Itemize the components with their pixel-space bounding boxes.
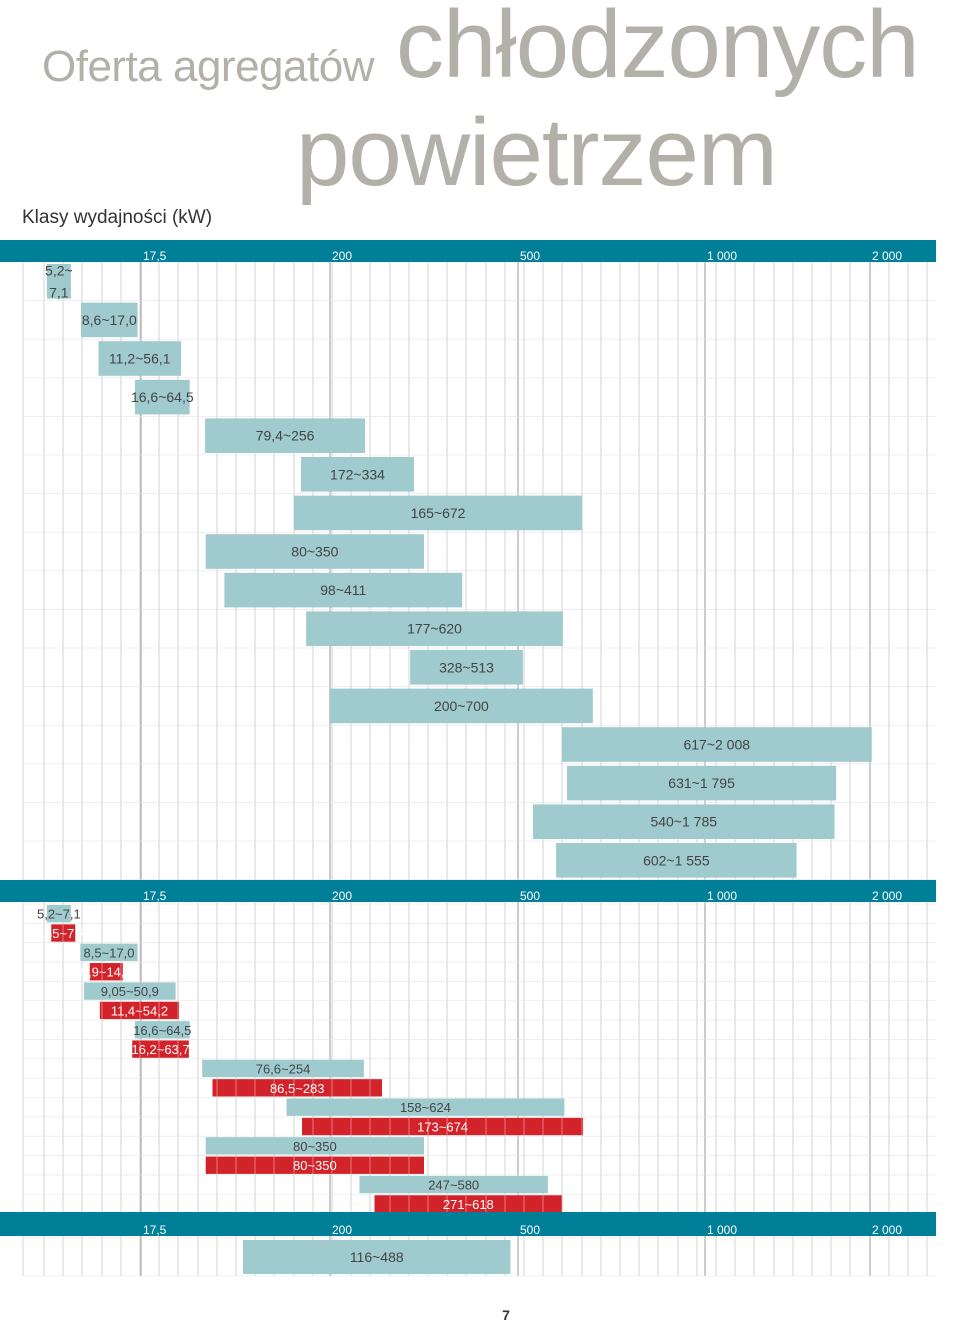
bar-label: 79,4~256 [256,428,315,444]
range-bar [561,727,872,762]
bar-label: 9,05~50,9 [101,984,159,999]
bar-label: 98~411 [320,582,366,598]
bar-label: 173~674 [417,1120,468,1135]
x-tick-label: 1 000 [707,249,737,263]
x-tick-label: 500 [520,889,540,903]
range-bar [566,765,837,801]
bar-label: 5,65~7,75 [34,926,92,941]
range-bar [359,1175,548,1194]
bar-label: 247~580 [428,1178,479,1193]
bar-label: 8,5~17,0 [83,945,134,960]
bar-label: 172~334 [330,466,385,482]
bar-label: 11,2~56,1 [109,351,171,367]
bar-label: 11,4~54,2 [111,1003,168,1018]
page-title-part-3: powietrzem [296,99,778,206]
bar-label: 116~488 [350,1249,404,1265]
range-bar [80,302,138,338]
page-title-part-2: chłodzonych [396,0,920,98]
range-bar [84,982,176,1000]
bar-label: 80~350 [293,1139,337,1154]
range-bar [286,1098,565,1116]
bar-label: 9,9~14,8 [81,965,132,980]
page-title-part-1: Oferta agregatów [42,42,374,91]
bar-label: 16,6~64,5 [133,1023,191,1038]
bar-label: 200~700 [434,698,489,714]
bar-label: 631~1 795 [668,775,735,791]
x-tick-label: 2 000 [872,889,902,903]
bar-label: 271~618 [443,1197,494,1212]
x-tick-label: 200 [332,249,352,263]
bar-label: 80~350 [293,1158,337,1173]
range-bar-red [374,1195,563,1213]
range-bar [205,1137,424,1155]
range-bar [293,495,583,531]
bar-label: 86,5~283 [270,1081,325,1096]
bar-label: 602~1 555 [643,852,710,868]
bar-label: 540~1 785 [650,814,717,830]
range-bar-red [89,963,123,981]
range-bar [224,572,463,608]
range-bar [46,264,71,299]
range-bar [205,418,366,453]
range-bar [556,843,797,878]
range-bar [243,1240,511,1274]
page-number: 7 [502,1307,510,1323]
range-bar [134,1021,190,1039]
range-bar [80,943,138,962]
bar-label: 76,6~254 [256,1061,311,1076]
bar-label: 177~620 [407,621,462,637]
range-bar [301,457,414,492]
x-tick-label: 500 [520,249,540,263]
range-bar [532,804,835,839]
bar-label: 5,2~7,1 [45,262,73,300]
bar-label: 80~350 [291,544,338,560]
chart-subtitle: Klasy wydajności (kW) [22,207,213,228]
range-bar [98,341,181,376]
axis-band [0,1212,936,1236]
x-tick-label: 17,5 [143,249,167,263]
axis-band [0,880,936,902]
range-bar [134,379,190,415]
range-bar-red [302,1117,584,1136]
range-bar-red [132,1040,189,1058]
range-bar-red [205,1156,424,1174]
bar-label: 617~2 008 [683,737,750,753]
x-tick-label: 200 [332,889,352,903]
bar-label: 8,6~17,0 [82,312,137,328]
x-tick-label: 500 [520,1223,540,1237]
x-tick-label: 1 000 [707,1223,737,1237]
range-bar [205,534,424,569]
axis-band [0,240,936,262]
range-bar [330,688,593,724]
range-bar [410,650,523,685]
x-tick-label: 17,5 [143,1223,167,1237]
range-bar [46,905,71,923]
bar-label: 16,2~63,7 [131,1042,189,1057]
bar-label: 158~624 [400,1100,451,1115]
bar-label: 165~672 [411,505,466,521]
x-tick-label: 2 000 [872,1223,902,1237]
bar-label: 328~513 [439,659,494,675]
x-tick-label: 17,5 [143,889,167,903]
bar-label: 16,6~64,5 [131,389,194,405]
bar-label: 5,2~7,1 [37,907,81,922]
x-tick-label: 1 000 [707,889,737,903]
x-tick-label: 2 000 [872,249,902,263]
range-bar [306,611,563,646]
range-bar [202,1059,364,1078]
x-tick-label: 200 [332,1223,352,1237]
